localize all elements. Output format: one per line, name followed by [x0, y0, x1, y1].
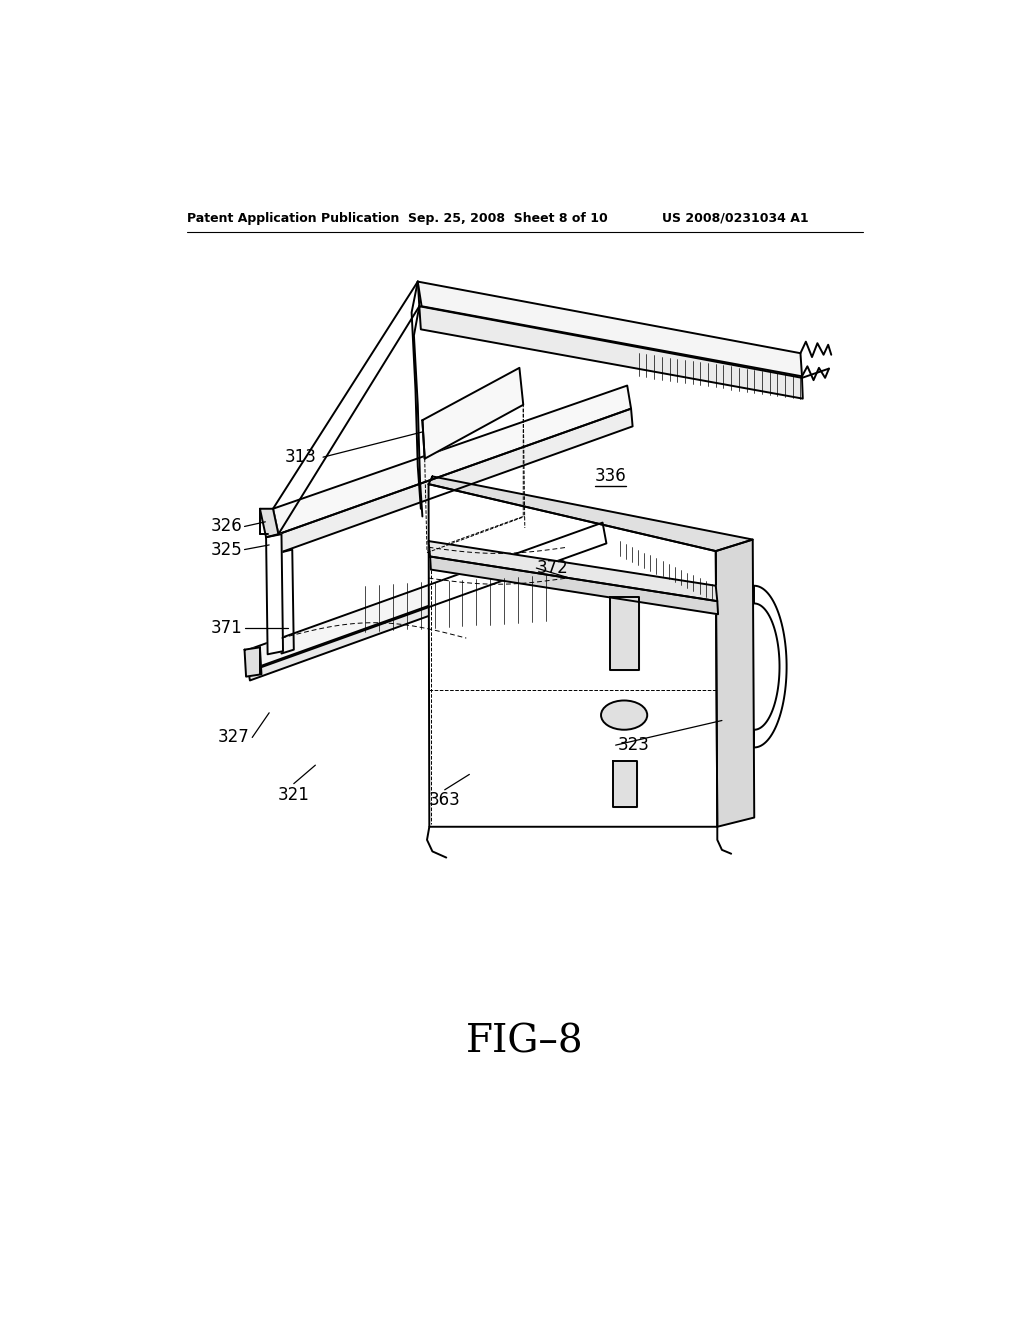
Text: 326: 326 — [211, 517, 243, 536]
Text: Patent Application Publication: Patent Application Publication — [186, 213, 399, 224]
Polygon shape — [430, 557, 718, 614]
Polygon shape — [429, 477, 753, 552]
Polygon shape — [260, 508, 279, 537]
Text: 325: 325 — [211, 541, 243, 558]
Polygon shape — [245, 647, 261, 677]
Text: US 2008/0231034 A1: US 2008/0231034 A1 — [662, 213, 809, 224]
Polygon shape — [418, 281, 802, 376]
Text: FIG–8: FIG–8 — [466, 1024, 584, 1061]
Polygon shape — [266, 535, 283, 655]
Ellipse shape — [601, 701, 647, 730]
Text: 313: 313 — [285, 449, 316, 466]
Text: 336: 336 — [595, 467, 627, 486]
Polygon shape — [280, 549, 294, 653]
Polygon shape — [279, 409, 633, 553]
Polygon shape — [612, 762, 637, 807]
Polygon shape — [429, 541, 717, 601]
Text: 363: 363 — [429, 792, 461, 809]
Polygon shape — [419, 306, 803, 399]
Text: 323: 323 — [617, 737, 649, 754]
Polygon shape — [249, 523, 606, 671]
Polygon shape — [249, 544, 604, 681]
Text: 372: 372 — [537, 560, 568, 577]
Polygon shape — [716, 540, 755, 826]
Polygon shape — [609, 598, 639, 671]
Text: 371: 371 — [211, 619, 243, 638]
Text: 327: 327 — [218, 729, 250, 746]
Polygon shape — [273, 385, 631, 535]
Text: 321: 321 — [278, 785, 309, 804]
Polygon shape — [422, 368, 523, 459]
Text: Sep. 25, 2008  Sheet 8 of 10: Sep. 25, 2008 Sheet 8 of 10 — [408, 213, 607, 224]
Polygon shape — [429, 484, 717, 826]
